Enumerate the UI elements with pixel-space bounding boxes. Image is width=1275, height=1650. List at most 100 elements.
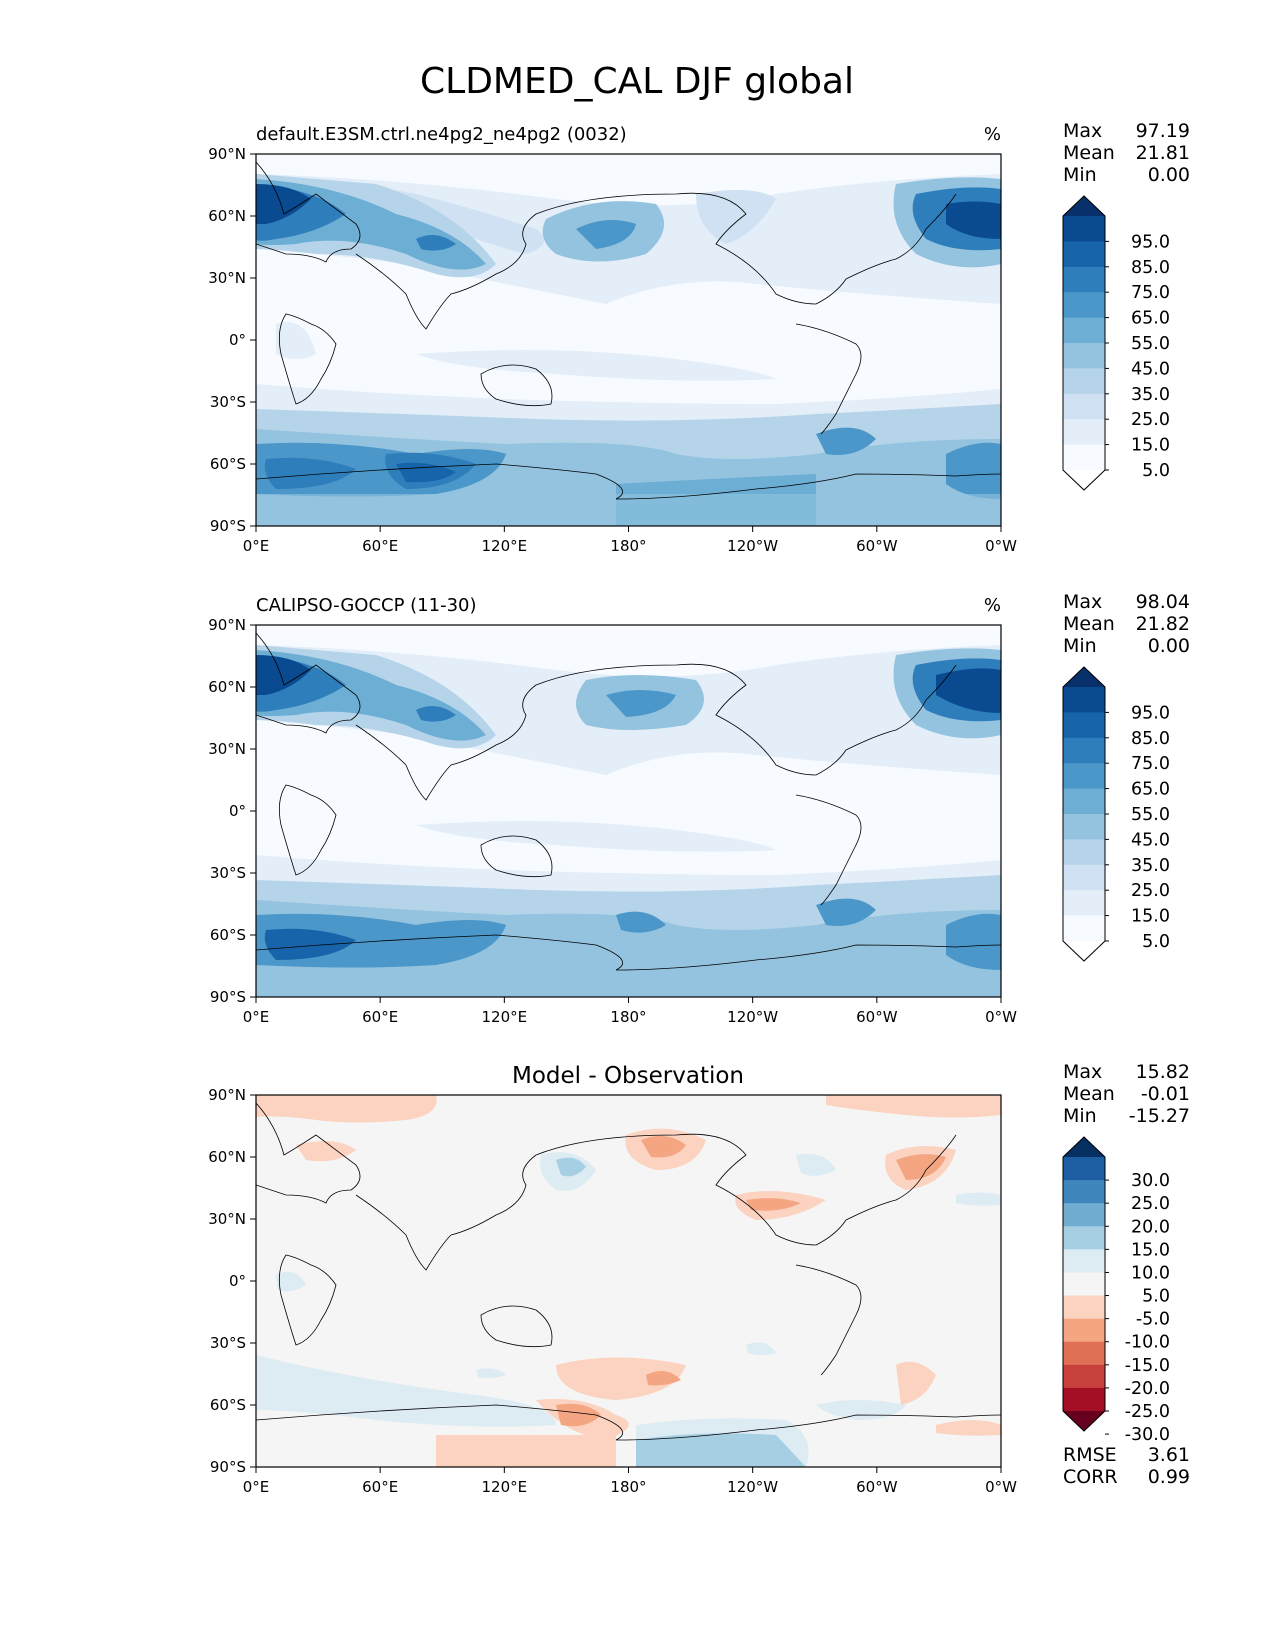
extra-stat-label: CORR: [1063, 1466, 1118, 1488]
lat-tick-label: 60°S: [210, 926, 246, 944]
lon-tick-label: 180°: [610, 1478, 646, 1496]
lat-tick-label: 60°S: [210, 1396, 246, 1414]
colorbar-label: 65.0: [1131, 309, 1170, 329]
lon-tick-label: 180°: [610, 537, 646, 555]
colorbar-label: 25.0: [1131, 410, 1170, 430]
lat-tick-label: 0°: [229, 1272, 246, 1290]
lon-tick-label: 0°W: [985, 1478, 1017, 1496]
figure-title: CLDMED_CAL DJF global: [420, 61, 854, 102]
extra-stat-value: 3.61: [1148, 1444, 1190, 1466]
colorbar-label: -20.0: [1125, 1379, 1170, 1399]
lat-tick-label: 90°S: [210, 1458, 246, 1476]
stat-label: Max: [1063, 1061, 1102, 1083]
stat-label: Mean: [1063, 142, 1115, 164]
panel-test: default.E3SM.ctrl.ne4pg2_ne4pg2 (0032) %: [208, 124, 1017, 555]
lat-tick-label: 60°N: [208, 1148, 246, 1166]
colorbar-segment: [1063, 343, 1105, 369]
colorbar-label: -10.0: [1125, 1333, 1170, 1353]
colorbar-segment: [1063, 1272, 1105, 1297]
colorbar-segment: [1063, 763, 1105, 790]
panel-ref-lon-ticks: 0°E 60°E 120°E 180° 120°W 60°W 0°W: [243, 997, 1017, 1026]
lat-tick-label: 30°N: [208, 269, 246, 287]
colorbar-label: -25.0: [1125, 1402, 1170, 1422]
stat-value: 97.19: [1136, 120, 1190, 142]
lat-tick-label: 0°: [229, 802, 246, 820]
panel-diff-lon-ticks: 0°E 60°E 120°E 180° 120°W 60°W 0°W: [243, 1467, 1017, 1496]
colorbar-label: 55.0: [1131, 805, 1170, 825]
panel-ref-map: [256, 625, 1001, 997]
colorbar-segment: [1063, 266, 1105, 293]
colorbar-segment: [1063, 737, 1105, 764]
lon-tick-label: 0°E: [243, 1008, 270, 1026]
colorbar-label: 30.0: [1131, 1171, 1170, 1191]
stat-value: 0.00: [1148, 164, 1190, 186]
lat-tick-label: 90°N: [208, 145, 246, 163]
lon-tick-label: 60°E: [362, 1008, 398, 1026]
stat-value: 98.04: [1136, 591, 1190, 613]
lon-tick-label: 120°W: [727, 537, 778, 555]
lat-tick-label: 90°S: [210, 517, 246, 535]
lon-tick-label: 120°W: [727, 1008, 778, 1026]
panel-ref: CALIPSO-GOCCP (11-30) %: [208, 595, 1017, 1026]
lon-tick-label: 60°W: [856, 537, 898, 555]
panel-test-cloud-contours: [256, 174, 1001, 526]
stat-value: -15.27: [1129, 1105, 1190, 1127]
colorbar-label: 15.0: [1131, 1240, 1170, 1260]
colorbar-label: 5.0: [1142, 932, 1170, 952]
colorbar-label: 10.0: [1131, 1263, 1170, 1283]
colorbar-label: -15.0: [1125, 1356, 1170, 1376]
colorbar-label: 25.0: [1131, 881, 1170, 901]
lon-tick-label: 120°W: [727, 1478, 778, 1496]
colorbar-segment: [1063, 419, 1105, 446]
lat-tick-label: 90°N: [208, 616, 246, 634]
colorbar-extend-bottom: [1063, 1411, 1105, 1431]
colorbar-label: 85.0: [1131, 729, 1170, 749]
colorbar: 30.0 25.0 20.0 15.0 10.0 5.0 -5.0 -10.0 -15.0 -20…: [1062, 1136, 1170, 1445]
colorbar-extend-bottom: [1063, 941, 1105, 961]
panel-diff-anomaly-contours: [256, 1095, 1001, 1467]
colorbar-segment: [1063, 1341, 1105, 1366]
stat-label: Mean: [1063, 613, 1115, 635]
colorbar-label: 75.0: [1131, 283, 1170, 303]
stat-label: Max: [1063, 120, 1102, 142]
panel-test-coastlines: [256, 161, 1001, 500]
colorbar-label: 5.0: [1142, 461, 1170, 481]
colorbar-label: 15.0: [1131, 436, 1170, 456]
panel-ref-coastlines: [256, 632, 1001, 971]
colorbar-label: -30.0: [1125, 1425, 1170, 1445]
colorbar-segment: [1063, 890, 1105, 917]
colorbar-label: 65.0: [1131, 780, 1170, 800]
stat-label: Max: [1063, 591, 1102, 613]
colorbar-extend-bottom: [1063, 470, 1105, 490]
stat-label: Min: [1063, 164, 1097, 186]
colorbar-segment: [1063, 1157, 1105, 1181]
panel-diff-title: Model - Observation: [512, 1063, 744, 1089]
colorbar-segment: [1063, 788, 1105, 815]
colorbar-label: 5.0: [1142, 1287, 1170, 1307]
colorbar-segment: [1063, 814, 1105, 840]
colorbar-extend-top: [1063, 667, 1105, 687]
colorbar-label: 25.0: [1131, 1194, 1170, 1214]
lat-tick-label: 60°N: [208, 678, 246, 696]
stat-value: -0.01: [1141, 1083, 1190, 1105]
colorbar-segment: [1063, 687, 1105, 713]
colorbar-segment: [1063, 1180, 1105, 1204]
lon-tick-label: 60°E: [362, 1478, 398, 1496]
stat-label: Mean: [1063, 1083, 1115, 1105]
colorbar-segment: [1063, 393, 1105, 420]
lat-tick-label: 60°S: [210, 455, 246, 473]
lon-tick-label: 60°E: [362, 537, 398, 555]
colorbar-segment: [1063, 1318, 1105, 1343]
colorbar-label: 95.0: [1131, 703, 1170, 723]
panel-ref-lat-ticks: 90°N 60°N 30°N 0° 30°S 60°S 90°S: [208, 616, 256, 1006]
colorbar-segment: [1063, 864, 1105, 891]
lon-tick-label: 120°E: [482, 537, 528, 555]
panel-ref-side: Max 98.04 Mean 21.82 Min 0.00 95.0 85.0 75.0 65.0…: [1062, 591, 1190, 962]
lat-tick-label: 60°N: [208, 207, 246, 225]
panel-test-lat-ticks: 90°N 60°N 30°N 0° 30°S 60°S 90°S: [208, 145, 256, 535]
lat-tick-label: 90°N: [208, 1086, 246, 1104]
colorbar-segment: [1063, 444, 1105, 471]
colorbar-segment: [1063, 216, 1105, 242]
colorbar: 95.0 85.0 75.0 65.0 55.0 45.0 35.0 25.0 15.0 5.0: [1062, 666, 1170, 962]
lat-tick-label: 0°: [229, 331, 246, 349]
